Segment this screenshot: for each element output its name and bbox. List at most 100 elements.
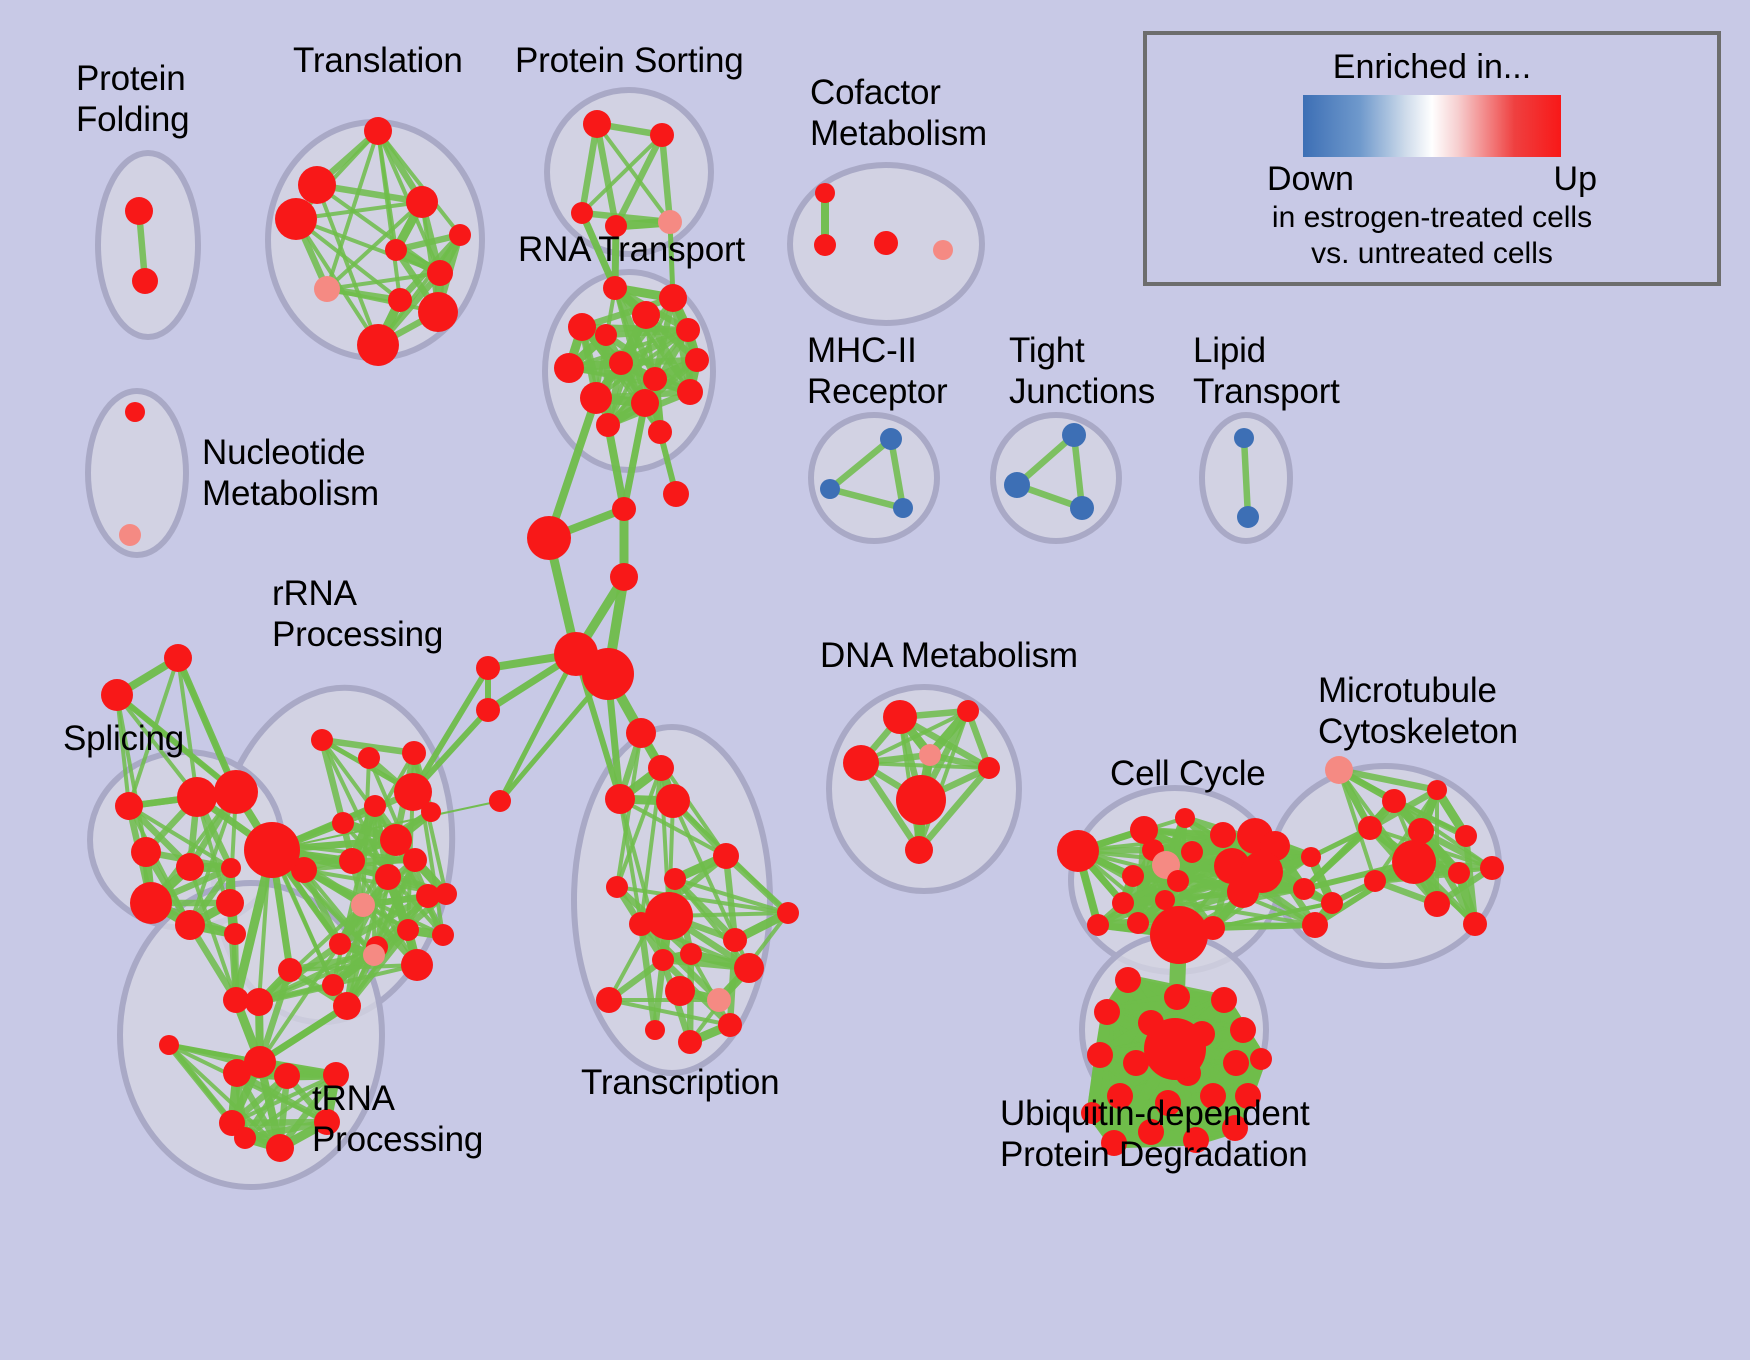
network-node[interactable] <box>358 747 380 769</box>
network-node[interactable] <box>643 367 667 391</box>
network-node[interactable] <box>1301 847 1321 867</box>
network-node[interactable] <box>1211 987 1237 1013</box>
network-node[interactable] <box>957 700 979 722</box>
network-node[interactable] <box>476 698 500 722</box>
network-node[interactable] <box>580 382 612 414</box>
network-node[interactable] <box>933 240 953 260</box>
network-node[interactable] <box>874 231 898 255</box>
network-node[interactable] <box>1222 1115 1248 1141</box>
network-node[interactable] <box>397 919 419 941</box>
network-node[interactable] <box>645 892 693 940</box>
network-node[interactable] <box>449 224 471 246</box>
network-node[interactable] <box>1181 841 1203 863</box>
network-node[interactable] <box>978 757 1000 779</box>
network-node[interactable] <box>664 868 686 890</box>
network-node[interactable] <box>216 889 244 917</box>
network-node[interactable] <box>1087 1042 1113 1068</box>
network-node[interactable] <box>244 1046 276 1078</box>
network-node[interactable] <box>605 784 635 814</box>
network-node[interactable] <box>814 234 836 256</box>
network-node[interactable] <box>132 268 158 294</box>
network-node[interactable] <box>1250 1048 1272 1070</box>
network-node[interactable] <box>1448 862 1470 884</box>
network-node[interactable] <box>1164 984 1190 1010</box>
network-node[interactable] <box>1455 825 1477 847</box>
network-node[interactable] <box>406 186 438 218</box>
network-node[interactable] <box>130 882 172 924</box>
network-node[interactable] <box>176 853 204 881</box>
network-node[interactable] <box>893 498 913 518</box>
network-node[interactable] <box>1004 472 1030 498</box>
network-node[interactable] <box>571 202 593 224</box>
network-node[interactable] <box>1155 890 1175 910</box>
network-node[interactable] <box>1101 1130 1127 1156</box>
network-node[interactable] <box>723 928 747 952</box>
network-node[interactable] <box>1235 1083 1261 1109</box>
network-node[interactable] <box>266 1134 294 1162</box>
network-node[interactable] <box>583 110 611 138</box>
network-node[interactable] <box>1210 822 1236 848</box>
network-node[interactable] <box>610 563 638 591</box>
network-node[interactable] <box>659 284 687 312</box>
network-node[interactable] <box>1112 892 1134 914</box>
network-node[interactable] <box>380 824 412 856</box>
network-node[interactable] <box>596 987 622 1013</box>
network-node[interactable] <box>820 479 840 499</box>
network-node[interactable] <box>680 943 702 965</box>
network-node[interactable] <box>612 497 636 521</box>
network-node[interactable] <box>1081 1102 1103 1124</box>
network-node[interactable] <box>734 953 764 983</box>
network-node[interactable] <box>605 215 627 237</box>
network-node[interactable] <box>223 987 249 1013</box>
network-node[interactable] <box>1237 506 1259 528</box>
network-node[interactable] <box>131 837 161 867</box>
network-node[interactable] <box>364 117 392 145</box>
network-node[interactable] <box>1070 496 1094 520</box>
network-node[interactable] <box>1130 816 1158 844</box>
network-node[interactable] <box>489 790 511 812</box>
network-node[interactable] <box>364 795 386 817</box>
network-node[interactable] <box>332 812 354 834</box>
network-node[interactable] <box>1200 1083 1226 1109</box>
network-node[interactable] <box>115 792 143 820</box>
network-node[interactable] <box>291 857 317 883</box>
network-node[interactable] <box>1293 878 1315 900</box>
network-node[interactable] <box>1127 912 1149 934</box>
network-node[interactable] <box>1122 865 1144 887</box>
network-node[interactable] <box>177 777 217 817</box>
network-node[interactable] <box>164 644 192 672</box>
network-node[interactable] <box>1087 914 1109 936</box>
network-node[interactable] <box>322 974 344 996</box>
network-node[interactable] <box>707 988 731 1012</box>
network-node[interactable] <box>339 848 365 874</box>
network-node[interactable] <box>1302 912 1328 938</box>
network-node[interactable] <box>663 481 689 507</box>
network-node[interactable] <box>224 923 246 945</box>
network-node[interactable] <box>883 700 917 734</box>
network-node[interactable] <box>713 843 739 869</box>
network-node[interactable] <box>718 1013 742 1037</box>
network-node[interactable] <box>665 976 695 1006</box>
network-node[interactable] <box>1123 1050 1149 1076</box>
network-node[interactable] <box>1138 1119 1164 1145</box>
network-node[interactable] <box>1155 1090 1181 1116</box>
network-node[interactable] <box>298 166 336 204</box>
network-node[interactable] <box>159 1035 179 1055</box>
network-node[interactable] <box>435 883 457 905</box>
network-node[interactable] <box>1150 906 1208 964</box>
network-node[interactable] <box>363 944 385 966</box>
network-node[interactable] <box>919 744 941 766</box>
network-node[interactable] <box>777 902 799 924</box>
network-node[interactable] <box>1230 1017 1256 1043</box>
network-node[interactable] <box>595 324 617 346</box>
network-node[interactable] <box>1107 1083 1133 1109</box>
network-node[interactable] <box>416 884 440 908</box>
network-node[interactable] <box>223 1059 251 1087</box>
network-node[interactable] <box>418 292 458 332</box>
network-node[interactable] <box>1234 428 1254 448</box>
network-node[interactable] <box>314 276 340 302</box>
network-node[interactable] <box>843 745 879 781</box>
network-node[interactable] <box>175 910 205 940</box>
network-node[interactable] <box>1325 756 1353 784</box>
network-node[interactable] <box>648 755 674 781</box>
